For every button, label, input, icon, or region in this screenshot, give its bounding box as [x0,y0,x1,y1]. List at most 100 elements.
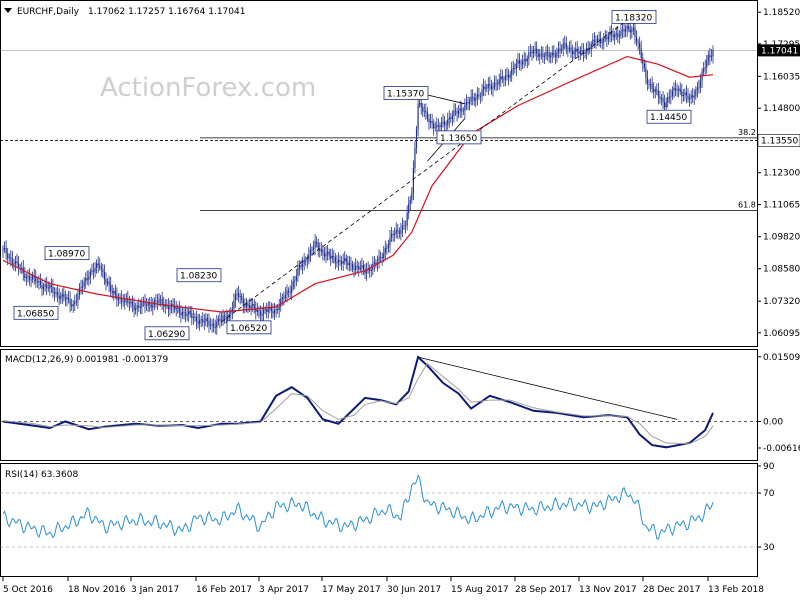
dropdown-triangle-icon[interactable] [4,8,12,13]
candle-body [106,281,109,284]
candle-body [559,48,561,51]
current-price-tag-label: 1.17041 [761,46,798,56]
candle-body [261,314,263,316]
price-label-box [176,268,222,283]
price-label: 1.06850 [17,309,54,319]
candle-body [618,35,620,37]
candle-body [287,290,290,293]
candle-body [248,305,251,309]
candle-body [180,312,182,316]
candle-body [498,79,500,85]
candle-body [514,68,516,69]
candle-body [561,48,563,51]
candle-body [682,94,684,97]
macd-y-tick-label: -0.006163 [763,444,800,454]
candle-body [256,310,258,312]
candle-body [562,43,564,49]
candle-body [445,124,447,126]
candle-body [378,256,380,263]
candle-body [153,300,155,305]
candle-body [277,309,279,311]
candle-body [169,307,171,310]
candle-body [191,313,193,318]
candle-body [417,104,419,130]
candle-body [275,309,277,311]
candle-body [214,327,216,328]
price-label-box [226,320,272,335]
price-trendline [221,17,631,323]
candle-body [303,259,305,265]
candle-body [475,98,477,101]
candle-body [7,253,9,259]
candle-body [295,276,297,281]
candle-body [404,225,407,227]
candle-body [593,39,595,42]
candle-body [28,276,31,280]
candle-body [548,53,550,58]
candle-body [188,311,190,315]
candle-body [467,102,469,104]
x-tick-label: 16 Feb 2017 [196,585,252,595]
candle-body [347,261,349,266]
price-y-tick-label: 1.14800 [763,104,800,114]
candle-body [14,261,17,265]
candle-body [529,51,532,53]
candle-body [359,267,361,270]
price-label-box [611,9,657,24]
candle-body [320,249,322,252]
candle-body [509,74,511,78]
candle-body [80,287,82,289]
candle-body [567,48,569,50]
candle-body [316,241,318,244]
candle-body [225,316,227,320]
price-label: 1.15370 [387,89,424,99]
candle-body [653,88,655,92]
candle-body [373,262,375,265]
candle-body [411,192,413,200]
candle-body [49,285,51,289]
price-y-tick-label: 1.16035 [763,72,800,82]
candle-body [656,89,658,91]
candle-body [78,287,81,295]
candle-body [253,303,255,309]
candle-body [704,67,706,69]
candle-body [470,96,472,102]
candle-body [609,32,611,36]
candle-body [35,277,37,282]
price-label-box [383,86,429,100]
candle-body [671,90,674,97]
candle-body [341,261,343,264]
candle-body [598,38,600,40]
price-pane-frame [0,0,758,347]
candle-body [443,121,446,125]
x-tick-label: 3 Apr 2017 [259,585,309,595]
candle-body [158,299,160,303]
candle-body [136,305,138,309]
rsi-title: RSI(14) 63.3608 [5,470,78,480]
candle-body [89,271,91,277]
candle-body [459,108,461,112]
candle-body [272,310,274,314]
candle-body [517,60,519,64]
ema-line [2,55,714,313]
candle-body [526,58,528,62]
candle-body [113,291,115,294]
candle-body [537,53,539,57]
candle-body [155,300,157,302]
candle-body [576,48,578,52]
candle-body [442,121,444,124]
candle-body [612,34,614,38]
candle-body [194,316,196,318]
candle-body [99,265,101,268]
candle-body [451,115,453,119]
price-label: 1.06520 [230,324,267,334]
candle-body [497,83,499,85]
candle-body [328,251,330,256]
candle-body [573,51,575,55]
candle-body [703,68,705,72]
macd-y-tick-label: 0.00 [763,418,783,428]
candle-body [128,302,130,304]
candle-body [75,300,77,302]
candle-body [626,26,628,30]
fib-level-label: 38.2 [738,128,756,137]
